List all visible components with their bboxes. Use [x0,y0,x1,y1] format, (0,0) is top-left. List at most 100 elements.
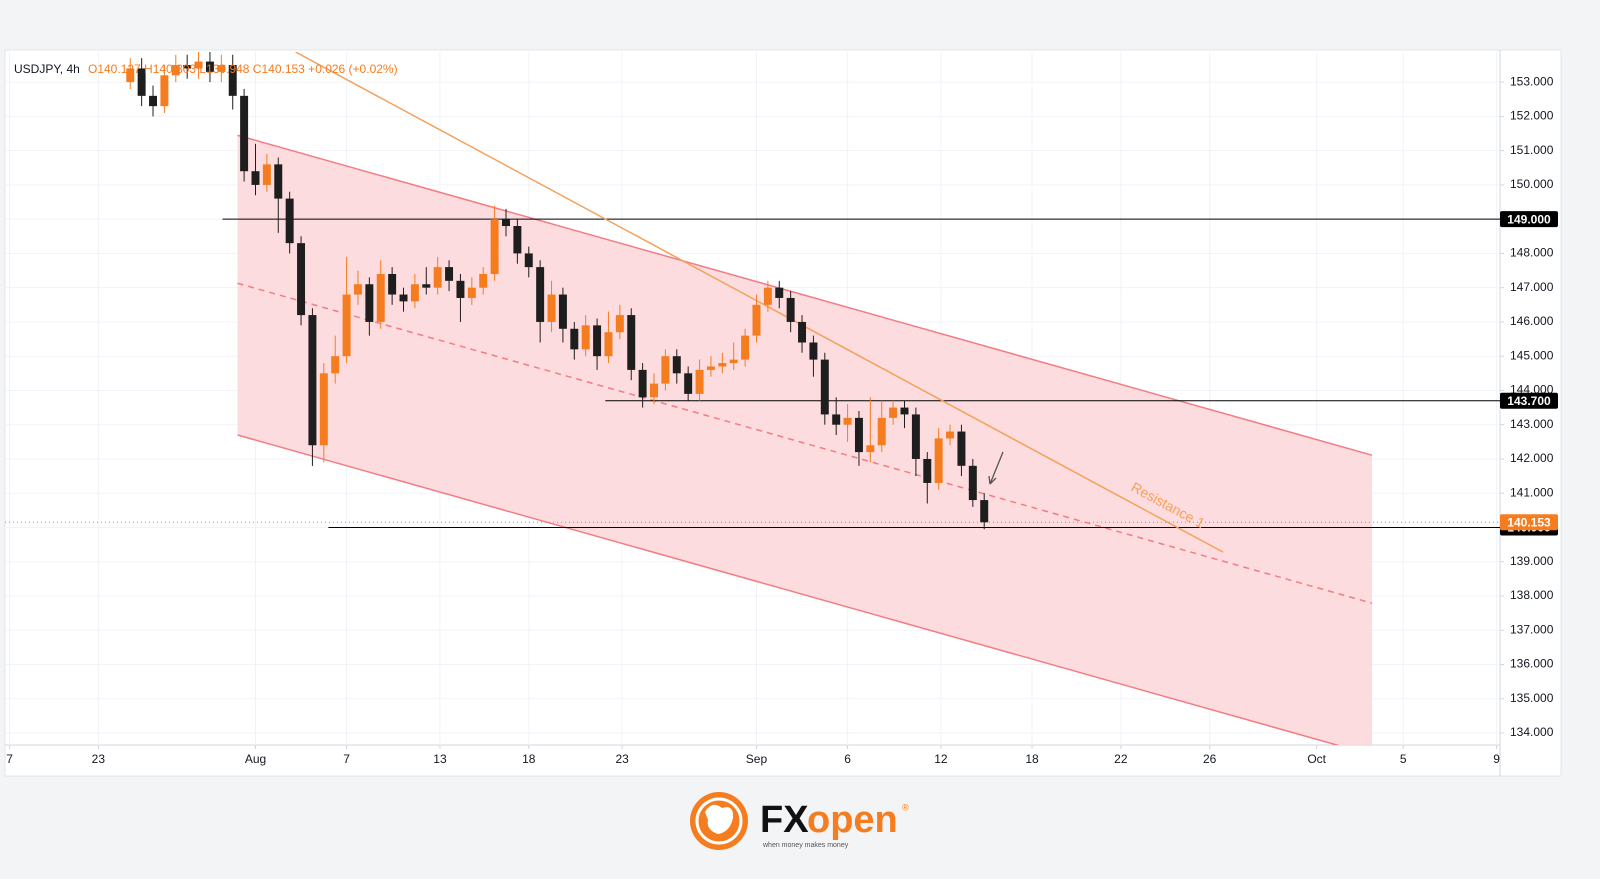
candle-body [832,414,841,425]
candle-body [536,267,545,322]
candle-body [524,253,533,268]
candle-body [638,369,647,398]
y-tick-label: 135.000 [1510,691,1554,705]
candle-body [342,294,351,357]
candle-body [889,407,898,418]
candle-body [388,273,397,295]
candle-body [274,164,283,199]
x-tick-label: Aug [245,752,266,766]
candle-body [513,226,522,254]
candle-body [911,414,920,459]
x-tick-label: 5 [1400,752,1407,766]
candle-body [695,369,704,394]
candle-body [980,500,989,523]
y-tick-label: 147.000 [1510,280,1554,294]
last-price-label: 140.153 [1507,515,1551,529]
last-price-box [1500,514,1558,531]
channel-fill [237,135,1373,745]
y-tick-label: 153.000 [1510,74,1554,88]
symbol: USDJPY, 4h [14,62,80,76]
channel-upper-line [237,134,1373,456]
candle-body [456,280,465,298]
logo: FX open ® when money makes money [690,792,909,850]
x-tick-label: Oct [1307,752,1326,766]
x-tick-label: 18 [1025,752,1039,766]
candle-body [854,417,863,453]
ohlc-readout: O140.127 H140.303 L139.948 C140.153 +0.0… [88,62,398,76]
x-tick-label: 23 [615,752,629,766]
candle-body [786,297,795,322]
candle-body [422,284,431,288]
candle-body [399,294,408,302]
candle-body [319,373,328,446]
x-tick-label: 22 [1114,752,1128,766]
candle-body [934,438,943,483]
candle-body [410,284,419,302]
candle-body [570,328,579,350]
candle-body [866,445,875,453]
y-tick-label: 150.000 [1510,177,1554,191]
y-tick-label: 152.000 [1510,109,1554,123]
registered-mark: ® [902,802,909,812]
candle-body [593,325,602,357]
candle-body [433,267,442,288]
candle-body [718,363,727,367]
x-tick-label: Sep [746,752,768,766]
logo-ring [695,797,743,845]
candle-body [502,219,510,227]
candle-body [627,315,636,370]
y-tick-label: 148.000 [1510,246,1554,260]
candle-body [467,287,476,298]
y-tick-label: 141.000 [1510,485,1554,499]
axes: 134.000 135.000 136.000 137.000 138.000 139.0… [6,74,1558,766]
candle-body [183,65,192,69]
candle-body [820,359,829,415]
y-tick-label: 134.000 [1510,725,1554,739]
candle-body [331,356,340,374]
candle-body [205,61,214,72]
channel-mid-line [237,282,1373,604]
candle-body [240,95,249,172]
candle-body [946,431,955,439]
candle-body [968,465,977,501]
channel-lower-line [237,434,1340,745]
candle-body [194,61,203,69]
level-label: 143.700 [1507,394,1551,408]
x-tick-label: 6 [844,752,851,766]
candle-body [900,407,909,415]
brand-open: open [807,799,898,841]
level-label: 149.000 [1507,212,1551,226]
candle-body [285,198,294,244]
candle-body [558,294,567,329]
candle-body [160,75,169,107]
brand-fx: FX [760,799,809,841]
candle-body [228,65,237,96]
candle-body [251,171,260,185]
candle-body [217,65,226,72]
y-tick-label: 137.000 [1510,622,1554,636]
candle-body [581,325,590,350]
level-label-box [1500,211,1558,228]
candle-body [262,164,271,185]
candle-body [661,356,670,384]
x-tick-label: 18 [522,752,536,766]
plot-area: Resistance 1 [5,52,1500,745]
candle-body [877,417,886,446]
tagline: when money makes money [762,842,849,849]
candle-body [798,321,807,343]
candle-body [126,68,135,83]
x-tick-label: 12 [934,752,948,766]
y-tick-label: 138.000 [1510,588,1554,602]
candle-body [706,366,715,370]
y-tick-label: 151.000 [1510,143,1554,157]
x-tick-label: 26 [1203,752,1217,766]
candle-body [809,342,818,360]
y-tick-label: 139.000 [1510,554,1554,568]
trendline [295,52,1224,553]
candle-body [763,287,772,305]
x-tick-label: 7 [6,752,13,766]
candle-body [353,284,362,295]
candle-body [775,287,784,298]
candle-body [137,68,146,96]
